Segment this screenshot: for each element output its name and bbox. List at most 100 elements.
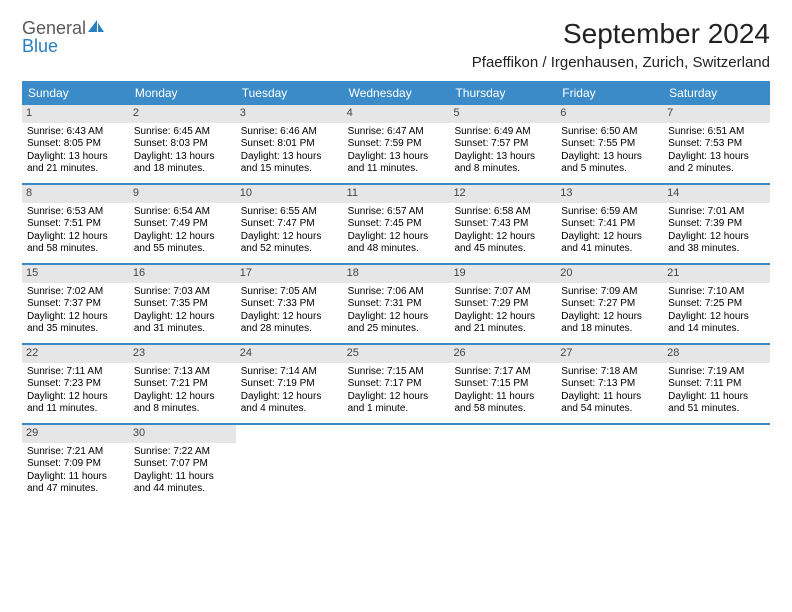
sunrise-text: Sunrise: 7:10 AM xyxy=(668,286,765,299)
sunset-text: Sunset: 7:35 PM xyxy=(134,298,231,311)
day-cell: 9Sunrise: 6:54 AMSunset: 7:49 PMDaylight… xyxy=(129,185,236,263)
sunrise-text: Sunrise: 6:54 AM xyxy=(134,206,231,219)
sunrise-text: Sunrise: 7:17 AM xyxy=(454,366,551,379)
day-number: 21 xyxy=(663,265,770,283)
day-cell: 29Sunrise: 7:21 AMSunset: 7:09 PMDayligh… xyxy=(22,425,129,503)
day-number: 26 xyxy=(449,345,556,363)
daylight-text: Daylight: 11 hours xyxy=(27,471,124,484)
sunrise-text: Sunrise: 6:47 AM xyxy=(348,126,445,139)
day-number: 16 xyxy=(129,265,236,283)
day-number: 30 xyxy=(129,425,236,443)
day-cell: 16 Sunrise: 7:03 AMSunset: 7:35 PMDayligh… xyxy=(129,265,236,343)
daylight-text: and 5 minutes. xyxy=(561,163,658,176)
day-cell: 24Sunrise: 7:14 AMSunset: 7:19 PMDayligh… xyxy=(236,345,343,423)
sunset-text: Sunset: 7:59 PM xyxy=(348,138,445,151)
daylight-text: Daylight: 12 hours xyxy=(561,231,658,244)
day-number: 7 xyxy=(663,105,770,123)
sunset-text: Sunset: 7:47 PM xyxy=(241,218,338,231)
daylight-text: Daylight: 12 hours xyxy=(454,231,551,244)
sunset-text: Sunset: 7:53 PM xyxy=(668,138,765,151)
day-cell: 4Sunrise: 6:47 AMSunset: 7:59 PMDaylight… xyxy=(343,105,450,183)
logo-word-1: General xyxy=(22,18,86,38)
day-header: Sunday xyxy=(22,81,129,105)
day-cell: 15Sunrise: 7:02 AMSunset: 7:37 PMDayligh… xyxy=(22,265,129,343)
day-cell: 30Sunrise: 7:22 AMSunset: 7:07 PMDayligh… xyxy=(129,425,236,503)
day-number: 1 xyxy=(22,105,129,123)
sunrise-text: Sunrise: 7:03 AM xyxy=(134,286,231,299)
week-row: 15Sunrise: 7:02 AMSunset: 7:37 PMDayligh… xyxy=(22,263,770,343)
sunrise-text: Sunrise: 7:11 AM xyxy=(27,366,124,379)
day-cell: 8Sunrise: 6:53 AMSunset: 7:51 PMDaylight… xyxy=(22,185,129,263)
daylight-text: and 55 minutes. xyxy=(134,243,231,256)
daylight-text: and 14 minutes. xyxy=(668,323,765,336)
sunset-text: Sunset: 7:51 PM xyxy=(27,218,124,231)
sunset-text: Sunset: 7:11 PM xyxy=(668,378,765,391)
daylight-text: Daylight: 12 hours xyxy=(561,311,658,324)
daylight-text: Daylight: 12 hours xyxy=(348,231,445,244)
sunrise-text: Sunrise: 6:57 AM xyxy=(348,206,445,219)
day-number: 10 xyxy=(236,185,343,203)
week-row: 8Sunrise: 6:53 AMSunset: 7:51 PMDaylight… xyxy=(22,183,770,263)
daylight-text: Daylight: 11 hours xyxy=(134,471,231,484)
logo-text: General Blue xyxy=(22,18,106,55)
daylight-text: and 58 minutes. xyxy=(27,243,124,256)
day-cell: 21Sunrise: 7:10 AMSunset: 7:25 PMDayligh… xyxy=(663,265,770,343)
day-cell: 19Sunrise: 7:07 AMSunset: 7:29 PMDayligh… xyxy=(449,265,556,343)
day-cell: . xyxy=(663,425,770,503)
day-cell: 13Sunrise: 6:59 AMSunset: 7:41 PMDayligh… xyxy=(556,185,663,263)
day-number: 17 xyxy=(236,265,343,283)
day-number: 22 xyxy=(22,345,129,363)
sunrise-text: Sunrise: 7:19 AM xyxy=(668,366,765,379)
daylight-text: and 38 minutes. xyxy=(668,243,765,256)
day-cell: 6Sunrise: 6:50 AMSunset: 7:55 PMDaylight… xyxy=(556,105,663,183)
sunset-text: Sunset: 7:37 PM xyxy=(27,298,124,311)
day-number: 28 xyxy=(663,345,770,363)
daylight-text: and 11 minutes. xyxy=(27,403,124,416)
day-cell: 25Sunrise: 7:15 AMSunset: 7:17 PMDayligh… xyxy=(343,345,450,423)
title-block: September 2024 Pfaeffikon / Irgenhausen,… xyxy=(472,18,770,71)
sunset-text: Sunset: 7:23 PM xyxy=(27,378,124,391)
sunrise-text: Sunrise: 7:15 AM xyxy=(348,366,445,379)
day-cell: 26Sunrise: 7:17 AMSunset: 7:15 PMDayligh… xyxy=(449,345,556,423)
daylight-text: Daylight: 13 hours xyxy=(241,151,338,164)
daylight-text: and 31 minutes. xyxy=(134,323,231,336)
day-header: Monday xyxy=(129,81,236,105)
sunrise-text: Sunrise: 7:07 AM xyxy=(454,286,551,299)
week-row: 22 Sunrise: 7:11 AMSunset: 7:23 PM Dayligh… xyxy=(22,343,770,423)
sunset-text: Sunset: 7:33 PM xyxy=(241,298,338,311)
sunrise-text: Sunrise: 7:01 AM xyxy=(668,206,765,219)
day-number: 8 xyxy=(22,185,129,203)
sunset-text: Sunset: 7:25 PM xyxy=(668,298,765,311)
daylight-text: Daylight: 12 hours xyxy=(27,231,124,244)
day-header-row: SundayMondayTuesdayWednesdayThursdayFrid… xyxy=(22,81,770,105)
daylight-text: Daylight: 11 hours xyxy=(668,391,765,404)
sunrise-text: Sunrise: 7:14 AM xyxy=(241,366,338,379)
sunrise-text: Sunrise: 7:02 AM xyxy=(27,286,124,299)
day-cell: 11Sunrise: 6:57 AMSunset: 7:45 PMDayligh… xyxy=(343,185,450,263)
sunset-text: Sunset: 7:57 PM xyxy=(454,138,551,151)
daylight-text: Daylight: 12 hours xyxy=(348,311,445,324)
daylight-text: and 21 minutes. xyxy=(454,323,551,336)
daylight-text: and 58 minutes. xyxy=(454,403,551,416)
sunrise-text: Sunrise: 7:06 AM xyxy=(348,286,445,299)
logo-word-2: Blue xyxy=(22,36,58,56)
daylight-text: Daylight: 12 hours xyxy=(454,311,551,324)
day-cell: 28 Sunrise: 7:19 AMSunset: 7:11 PMDayligh… xyxy=(663,345,770,423)
day-cell: . xyxy=(236,425,343,503)
daylight-text: Daylight: 12 hours xyxy=(134,311,231,324)
sunset-text: Sunset: 8:03 PM xyxy=(134,138,231,151)
sunrise-text: Sunrise: 6:50 AM xyxy=(561,126,658,139)
daylight-text: and 35 minutes. xyxy=(27,323,124,336)
daylight-text: and 1 minute. xyxy=(348,403,445,416)
day-header: Saturday xyxy=(663,81,770,105)
header: General Blue September 2024 Pfaeffikon /… xyxy=(22,18,770,71)
day-number: 20 xyxy=(556,265,663,283)
week-row: 29Sunrise: 7:21 AMSunset: 7:09 PMDayligh… xyxy=(22,423,770,503)
daylight-text: Daylight: 13 hours xyxy=(134,151,231,164)
day-cell: 22Sunrise: 7:11 AMSunset: 7:23 PMDayligh… xyxy=(22,345,129,423)
sunrise-text: Sunrise: 7:09 AM xyxy=(561,286,658,299)
daylight-text: Daylight: 12 hours xyxy=(668,231,765,244)
day-cell: 3Sunrise: 6:46 AMSunset: 8:01 PMDaylight… xyxy=(236,105,343,183)
sunset-text: Sunset: 7:15 PM xyxy=(454,378,551,391)
day-number: 11 xyxy=(343,185,450,203)
